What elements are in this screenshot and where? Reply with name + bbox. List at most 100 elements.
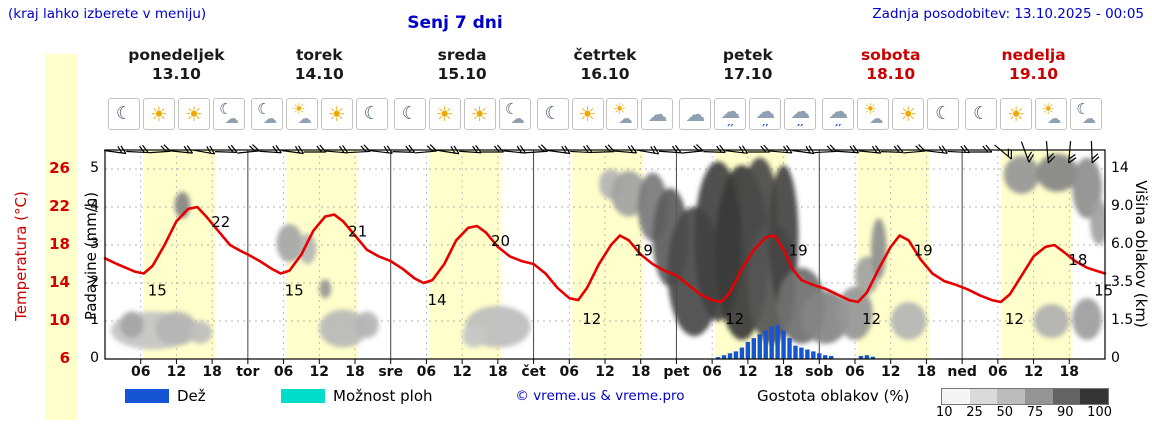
moon-glyph: ☾ [973, 103, 990, 124]
moon-cloud-icon: ☾ ☁ [212, 98, 245, 130]
density-swatch [997, 389, 1026, 404]
sun-glyph: ☀ [327, 102, 346, 126]
cloud-glyph: ☁ [869, 111, 884, 127]
day-name: torek [296, 46, 343, 64]
cloud-height-tick: 0 [1111, 350, 1120, 366]
day-date: 18.10 [866, 65, 916, 83]
day-name: sreda [437, 46, 487, 64]
day-icons: ☾ ☀ ☀ ☾ ☁ [105, 96, 248, 132]
rain-icon: ☁ ′′ [749, 98, 782, 136]
x-tick: 06 [130, 364, 151, 380]
density-tick: 90 [1056, 405, 1074, 420]
moon-icon: ☾ [536, 98, 569, 130]
cloud-density-scale-ticks: 10 25 50 75 90 100 [936, 405, 1112, 420]
rain-legend-swatch [125, 389, 169, 403]
density-swatch [1080, 389, 1109, 404]
x-tick: 18 [773, 364, 794, 380]
x-tick: 06 [559, 364, 580, 380]
svg-text:15: 15 [285, 282, 304, 300]
sun-glyph: ☀ [1041, 100, 1055, 118]
wind-barbs [104, 140, 1100, 164]
moon-cloud-icon: ☾ ☁ [250, 98, 283, 130]
sun-icon: ☀ [463, 98, 496, 130]
density-tick: 75 [1026, 405, 1044, 420]
x-tick: 12 [880, 364, 901, 380]
sun-glyph: ☀ [612, 100, 627, 118]
sun-glyph: ☀ [470, 102, 489, 126]
cloud-cover-areas [110, 153, 1105, 350]
sun-glyph: ☀ [899, 102, 918, 126]
cloud-density-scale [941, 388, 1109, 405]
svg-text:12: 12 [1005, 310, 1024, 328]
moon-icon: ☾ [107, 98, 140, 130]
day-icons: ☾ ☀ ☀ ☁ ☾ ☁ [962, 96, 1105, 132]
density-swatch [1025, 389, 1053, 404]
svg-text:12: 12 [582, 310, 601, 328]
x-tick: 18 [345, 364, 365, 380]
cloud-height-tick: 6.0 [1111, 236, 1134, 252]
x-tick: 18 [630, 364, 651, 380]
day-name: sobota [860, 46, 921, 64]
sun-icon: ☀ [892, 98, 925, 130]
sun-cloud-icon: ☀ ☁ [857, 98, 890, 130]
day-icons: ☁ ′′ ☀ ☁ ☀ ☾ [819, 96, 962, 136]
cloud-density-legend-label: Gostota oblakov (%) [757, 387, 910, 405]
sun-icon: ☀ [571, 98, 604, 130]
cloud-height-tick: 1.5 [1111, 312, 1134, 328]
x-tick: 06 [416, 364, 437, 380]
day-name: ponedeljek [128, 46, 225, 64]
cloud-glyph: ☁ [647, 102, 668, 126]
density-tick: 10 [936, 405, 953, 420]
cloud-glyph: ☁ [1082, 111, 1097, 127]
x-tick: 06 [702, 364, 722, 380]
rain-drops-glyph: ′′ [797, 122, 804, 136]
sun-glyph: ☀ [184, 102, 203, 126]
temp-tick: 22 [49, 197, 70, 215]
meteogram-chart: 15 22 15 21 14 20 12 19 12 19 12 19 12 18 15 [103, 140, 1113, 385]
density-swatch [1052, 389, 1081, 404]
x-tick: 12 [309, 364, 330, 380]
x-tick: sre [378, 364, 404, 380]
sun-glyph: ☀ [1007, 102, 1026, 126]
showers-legend-label: Možnost ploh [333, 387, 433, 405]
day-header: ponedeljek 13.10 [105, 46, 248, 84]
svg-text:19: 19 [914, 242, 933, 260]
svg-text:14: 14 [427, 291, 446, 309]
cloud-axis-label: Višina oblakov (km) [1132, 180, 1150, 328]
x-tick: 12 [1023, 364, 1044, 380]
day-date: 14.10 [294, 65, 344, 83]
day-date: 13.10 [151, 65, 201, 83]
day-name: četrtek [573, 46, 637, 64]
cloud-glyph: ☁ [297, 111, 312, 127]
copyright-link[interactable]: © vreme.us & vreme.pro [515, 388, 685, 404]
cloud-glyph: ☁ [510, 111, 525, 127]
day-name: petek [722, 46, 773, 64]
density-tick: 50 [996, 405, 1014, 420]
page-title: Senj 7 dni [407, 13, 503, 33]
x-tick: ned [947, 364, 977, 380]
sun-icon: ☀ [177, 98, 210, 130]
density-swatch [969, 389, 998, 404]
day-icons: ☾ ☁ ☀ ☁ ☀ ☾ [248, 96, 391, 132]
cloud-glyph: ☁ [790, 99, 811, 123]
precip-tick: 2 [90, 274, 99, 290]
day-header: sobota 18.10 [819, 46, 962, 84]
sun-glyph: ☀ [292, 100, 306, 118]
last-update-label: Zadnja posodobitev: 13.10.2025 - 00:05 [872, 6, 1144, 22]
day-date: 17.10 [723, 65, 773, 83]
svg-text:20: 20 [491, 232, 510, 250]
rain-icon: ☁ ′′ [822, 98, 855, 136]
rain-drops-glyph: ′′ [727, 122, 734, 136]
svg-text:15: 15 [1094, 282, 1113, 300]
cloud-height-tick: 14 [1111, 160, 1129, 176]
moon-glyph: ☾ [1076, 100, 1090, 118]
svg-text:12: 12 [862, 310, 881, 328]
x-tick: čet [521, 364, 546, 380]
cloud-glyph: ☁ [262, 111, 277, 127]
moon-glyph: ☾ [257, 100, 271, 118]
cloud-height-tick: 3.5 [1111, 274, 1134, 290]
sun-cloud-icon: ☀ ☁ [1035, 98, 1068, 130]
day-header: nedelja 19.10 [962, 46, 1105, 84]
day-date: 16.10 [580, 65, 630, 83]
sun-cloud-icon: ☀ ☁ [285, 98, 318, 130]
